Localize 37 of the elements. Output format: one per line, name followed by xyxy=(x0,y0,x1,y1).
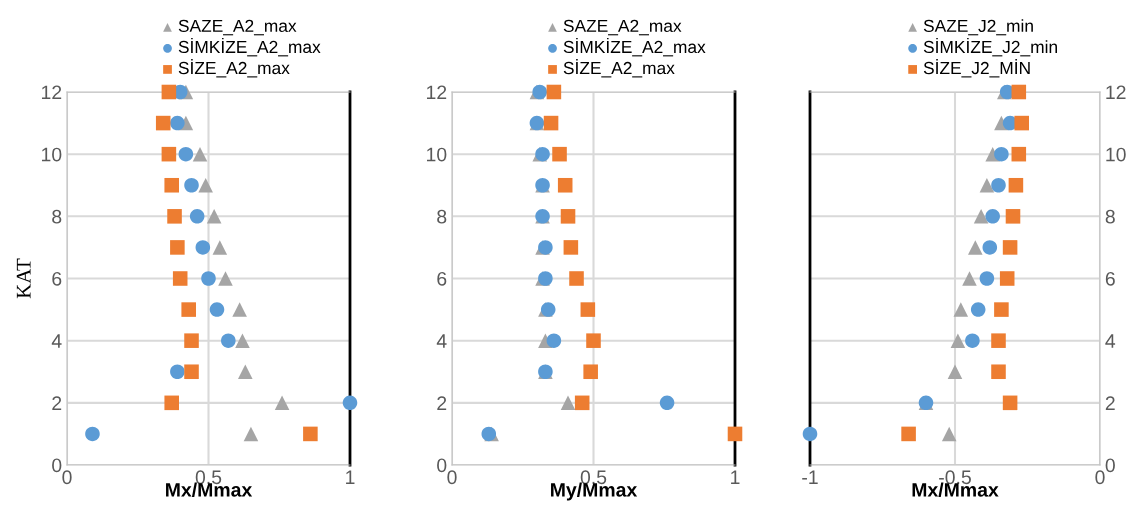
y2-tick-label: 8 xyxy=(1105,209,1115,224)
x-tick-label: 0 xyxy=(1095,470,1105,485)
y-tick-label: 10 xyxy=(427,147,447,162)
legend-label: SİZE_J2_MİN xyxy=(923,58,1030,78)
legend-label: SAZE_A2_max xyxy=(563,19,682,36)
y-tick-label: 6 xyxy=(437,271,447,286)
y2-tick-label: 4 xyxy=(1105,334,1116,348)
x-tick-label: 1 xyxy=(731,470,740,484)
y-axis-title: KAT xyxy=(16,258,31,299)
y-tick-label: 8 xyxy=(52,209,62,224)
x-tick-label: -1 xyxy=(802,470,818,484)
y-tick-label: 4 xyxy=(51,334,62,348)
legend-label: SİZE_A2_max xyxy=(178,58,290,78)
y-tick-label: 10 xyxy=(42,147,62,162)
y-tick-label: 12 xyxy=(42,85,62,100)
y-tick-label: 2 xyxy=(52,396,62,410)
y-tick-label: 2 xyxy=(437,396,447,410)
y-tick-label: 0 xyxy=(437,458,447,473)
y2-tick-label: 2 xyxy=(1105,396,1115,410)
legend-label: SİMKİZE_A2_max xyxy=(563,37,706,57)
y2-tick-label: 6 xyxy=(1105,271,1115,286)
y2-tick-label: 12 xyxy=(1106,85,1126,100)
y2-tick-label: 10 xyxy=(1106,147,1126,162)
legend-label: SİMKİZE_J2_min xyxy=(923,37,1057,57)
x-tick-label: 0 xyxy=(447,470,457,485)
y-tick-label: 12 xyxy=(427,85,447,100)
y-tick-label: 0 xyxy=(52,458,62,473)
y2-tick-label: 0 xyxy=(1105,458,1115,473)
legend-label: SAZE_A2_max xyxy=(178,19,297,36)
x-tick-label: 1 xyxy=(346,470,355,484)
y-tick-label: 8 xyxy=(437,209,447,224)
y-tick-label: 4 xyxy=(436,334,447,348)
x-tick-label: 0 xyxy=(62,470,72,485)
legend-label: SİMKİZE_A2_max xyxy=(178,37,321,57)
legend-label: SAZE_J2_min xyxy=(923,19,1033,36)
legend-label: SİZE_A2_max xyxy=(563,58,675,78)
y-tick-label: 6 xyxy=(52,271,62,286)
